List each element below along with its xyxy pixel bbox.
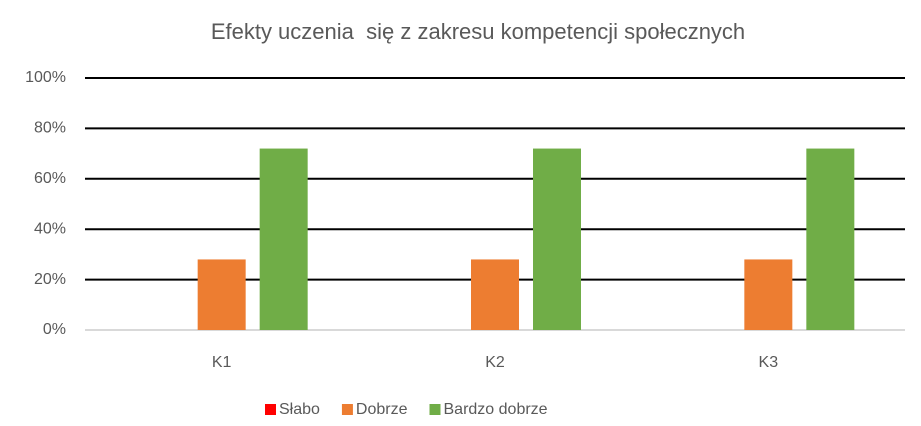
bar [744,259,793,330]
bar [197,259,246,330]
y-tick-label: 60% [34,170,66,187]
legend-label: Słabo [279,401,320,418]
bar [259,148,308,330]
y-tick-label: 20% [34,271,66,288]
x-tick-label: K1 [212,354,232,371]
y-tick-label: 40% [34,220,66,237]
legend-swatch [341,404,353,415]
y-tick-label: 0% [43,321,66,338]
legend-swatch [265,404,276,415]
y-tick-label: 80% [34,120,66,137]
legend-swatch [429,404,441,415]
bar [471,259,519,330]
y-tick-label: 100% [25,69,66,86]
x-tick-label: K2 [485,354,505,371]
legend-label: Bardzo dobrze [444,401,548,418]
bar [806,148,855,330]
legend-label: Dobrze [356,401,408,418]
x-tick-label: K3 [759,354,779,371]
chart-title: Efekty uczenia się z zakresu kompetencji… [211,19,745,44]
bar [533,148,581,330]
